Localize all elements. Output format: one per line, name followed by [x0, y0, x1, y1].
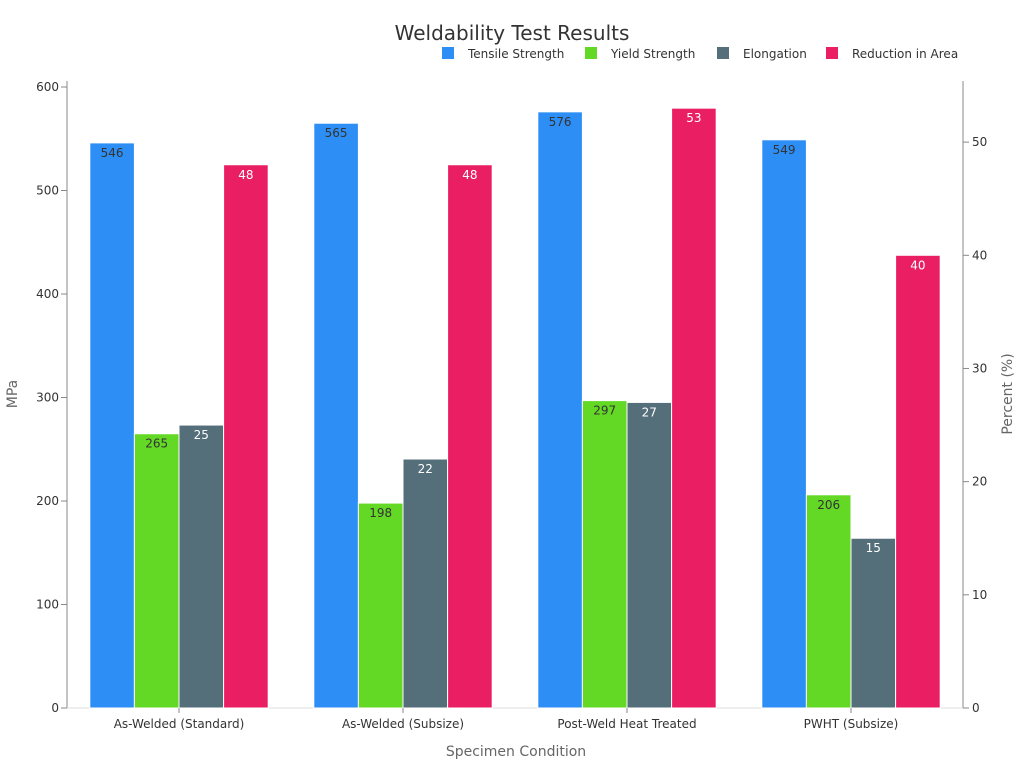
y-tick-label: 600: [36, 80, 59, 94]
bar-value-label: 27: [642, 405, 657, 419]
x-tick-label: As-Welded (Subsize): [342, 717, 464, 731]
bar-value-label: 565: [325, 126, 348, 140]
y2-tick-label: 0: [972, 701, 980, 715]
bar: [178, 424, 225, 709]
bar-value-label: 25: [194, 428, 209, 442]
left-axis-ticks: 0 100 200 300 400 500 600: [36, 80, 67, 715]
x-tick-label: As-Welded (Standard): [114, 717, 245, 731]
chart-title: Weldability Test Results: [395, 21, 630, 45]
y2-tick-label: 40: [972, 248, 987, 262]
bar-value-label: 198: [369, 506, 392, 520]
legend-label: Reduction in Area: [852, 47, 958, 61]
bar: [850, 537, 897, 709]
right-axis-ticks: 0 10 20 30 40 50: [963, 135, 987, 715]
bar-value-label: 22: [418, 462, 433, 476]
x-axis-title: Specimen Condition: [446, 744, 586, 760]
bar: [357, 502, 404, 709]
legend-swatch: [826, 47, 838, 59]
bar-value-label: 576: [549, 115, 572, 129]
bar-value-label: 206: [817, 498, 840, 512]
bar-value-label: 265: [145, 437, 168, 451]
y2-tick-label: 50: [972, 135, 987, 149]
x-axis-ticks: As-Welded (Standard) As-Welded (Subsize) P…: [114, 708, 899, 731]
bar: [671, 107, 717, 709]
bar-value-label: 53: [686, 111, 701, 125]
bar-value-label: 549: [773, 143, 796, 157]
bar-value-label: 297: [593, 404, 616, 418]
bar: [402, 458, 449, 709]
legend-swatch: [717, 47, 729, 59]
bar: [89, 142, 135, 709]
bar: [223, 164, 269, 709]
bar-value-label: 546: [101, 146, 124, 160]
bar: [626, 401, 673, 709]
bar: [805, 494, 852, 709]
y-tick-label: 300: [36, 391, 59, 405]
legend-label: Elongation: [743, 47, 807, 61]
legend-swatch: [585, 47, 597, 59]
y2-axis-title: Percent (%): [1000, 353, 1016, 434]
x-tick-label: PWHT (Subsize): [804, 717, 899, 731]
bar-value-label: 40: [910, 258, 925, 272]
bar-value-label: 48: [462, 168, 477, 182]
y2-tick-label: 20: [972, 475, 987, 489]
y2-tick-label: 10: [972, 588, 987, 602]
y-tick-label: 200: [36, 494, 59, 508]
bar: [895, 254, 941, 709]
y2-tick-label: 30: [972, 361, 987, 375]
y-tick-label: 500: [36, 184, 59, 198]
y-tick-label: 0: [51, 701, 59, 715]
bar: [581, 400, 628, 709]
bar-value-label: 15: [866, 541, 881, 555]
legend: Tensile Strength Yield Strength Elongation…: [442, 47, 958, 61]
bar: [761, 139, 807, 709]
y-axis-title: MPa: [5, 380, 21, 408]
legend-swatch: [442, 47, 454, 59]
bar-data-labels: 546 265 25 48 565 198 22 48 576 297 27 53 549 206 15 40: [101, 111, 926, 555]
bar-value-label: 48: [238, 168, 253, 182]
bar: [313, 122, 359, 709]
bar: [537, 111, 583, 709]
legend-label: Yield Strength: [610, 47, 695, 61]
bar: [447, 164, 493, 709]
x-tick-label: Post-Weld Heat Treated: [557, 717, 696, 731]
legend-label: Tensile Strength: [467, 47, 564, 61]
bars: [89, 107, 941, 709]
y-tick-label: 400: [36, 287, 59, 301]
y-tick-label: 100: [36, 598, 59, 612]
bar: [133, 433, 180, 709]
